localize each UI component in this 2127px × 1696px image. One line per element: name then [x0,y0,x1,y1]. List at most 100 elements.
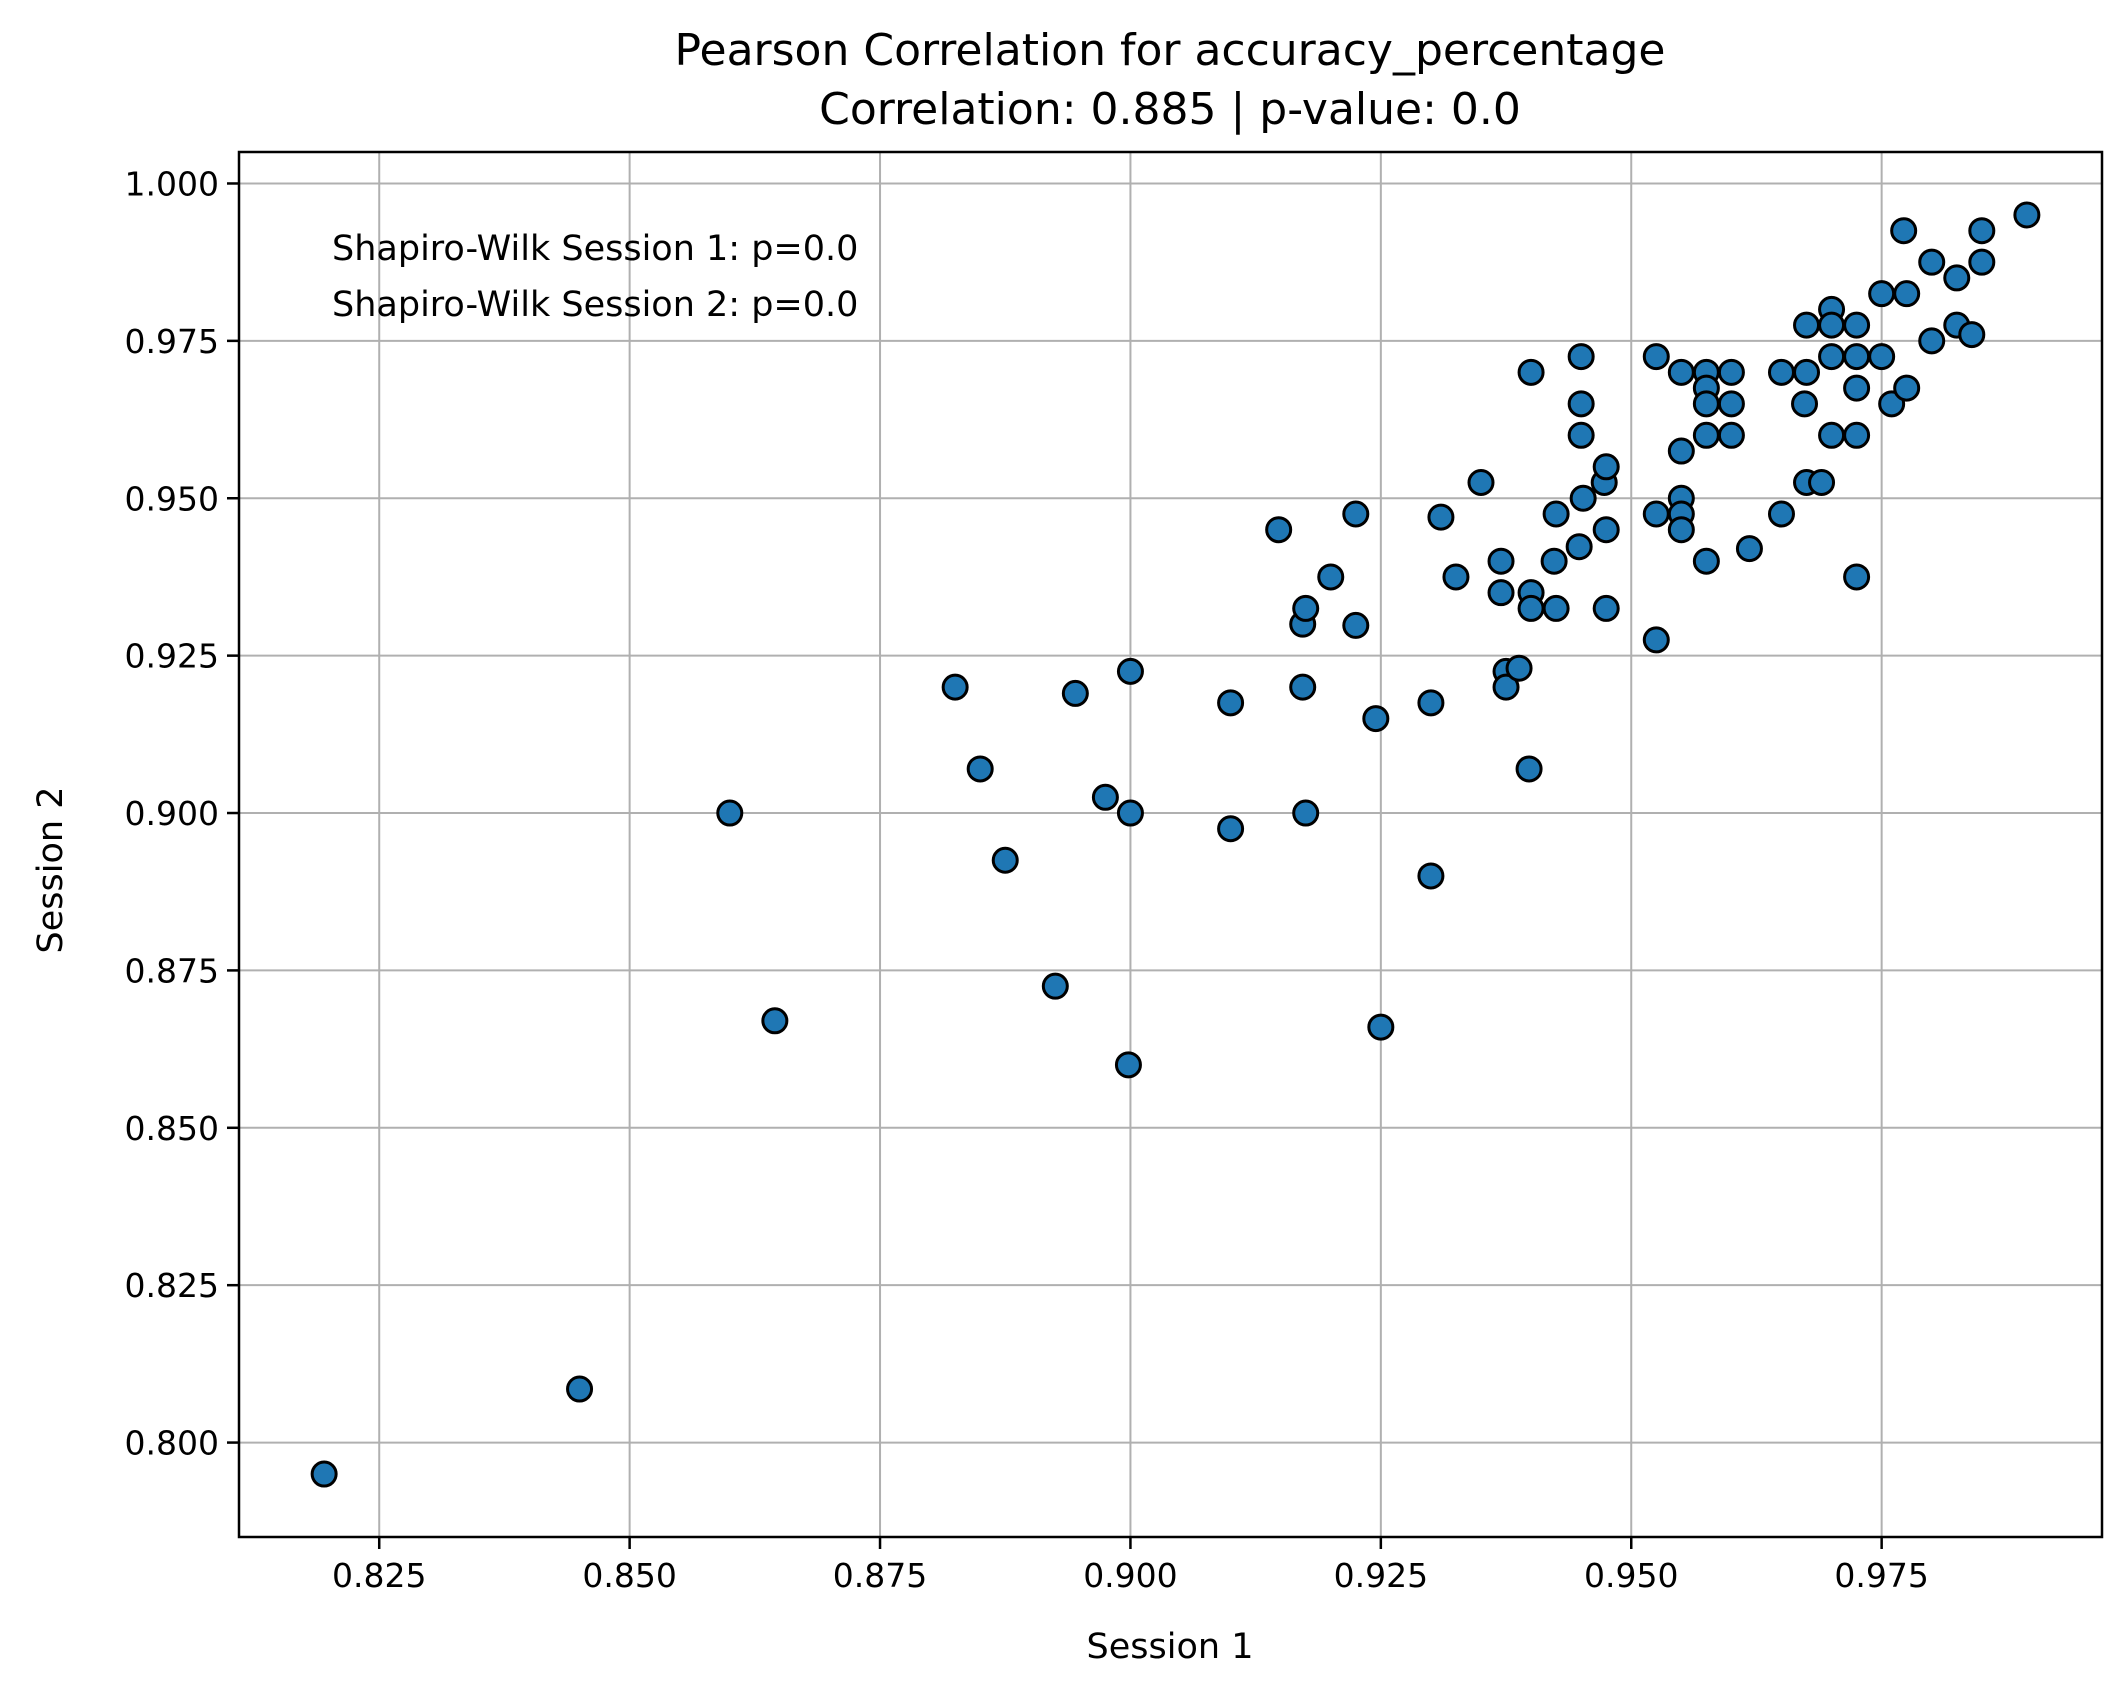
data-point [1114,1051,1142,1079]
data-point [1868,343,1896,371]
data-point [1540,547,1568,575]
data-point [1116,799,1144,827]
x-tick-label: 0.950 [1584,1556,1678,1595]
y-tick-label: 0.800 [125,1424,219,1463]
x-tick-label: 0.825 [332,1556,426,1595]
data-point [1717,421,1745,449]
data-point [2013,201,2041,229]
data-point [1692,421,1720,449]
data-point [1417,862,1445,890]
data-point [1417,689,1445,717]
data-point [1041,972,1069,1000]
data-point [1487,547,1515,575]
data-point [1467,469,1495,497]
data-point [1427,503,1455,531]
data-point [1592,594,1620,622]
shapiro-wilk-session1-note: Shapiro-Wilk Session 1: p=0.0 [332,229,858,269]
data-point [1968,248,1996,276]
data-point [310,1460,338,1488]
data-point [1567,343,1595,371]
data-point [1667,437,1695,465]
data-point [1217,815,1245,843]
data-point [1818,311,1846,339]
data-point [1542,500,1570,528]
x-axis-ticks: 0.825 0.850 0.875 0.900 0.925 0.950 0.975 [332,1537,1929,1595]
y-tick-label: 0.850 [125,1109,219,1148]
data-point [1692,390,1720,418]
data-point [1767,500,1795,528]
data-point [1893,374,1921,402]
y-axis-ticks: 0.800 0.825 0.850 0.875 0.900 0.925 0.950 0.975… [125,164,239,1463]
data-point [966,755,994,783]
data-point [1061,679,1089,707]
x-tick-label: 0.875 [833,1556,927,1595]
data-point [1442,563,1470,591]
y-tick-label: 0.875 [125,951,219,990]
y-axis-label: Session 2 [31,787,71,954]
data-point [1289,673,1317,701]
data-point [1317,563,1345,591]
data-point [1492,673,1520,701]
data-point [1717,358,1745,386]
data-point [1217,689,1245,717]
data-point [1342,500,1370,528]
data-point [1567,421,1595,449]
data-point [1116,657,1144,685]
chart-title-line1: Pearson Correlation for accuracy_percent… [675,25,1666,76]
data-point [1667,358,1695,386]
data-point [1517,594,1545,622]
data-point [1667,516,1695,544]
data-point [761,1007,789,1035]
data-point [1592,453,1620,481]
data-point [1968,217,1996,245]
data-point [1818,421,1846,449]
data-point [1367,1013,1395,1041]
data-point [1692,547,1720,575]
data-point [1943,264,1971,292]
data-point [1642,500,1670,528]
data-point [1918,248,1946,276]
data-point [1918,327,1946,355]
data-point [1868,280,1896,308]
data-point [1890,217,1918,245]
y-tick-label: 0.825 [125,1266,219,1305]
data-point [566,1375,594,1403]
data-point [1292,799,1320,827]
data-point [1292,594,1320,622]
y-tick-label: 0.950 [125,479,219,518]
y-tick-label: 0.925 [125,637,219,676]
x-tick-label: 0.975 [1834,1556,1928,1595]
data-point [1642,343,1670,371]
y-tick-label: 0.900 [125,794,219,833]
y-tick-label: 0.975 [125,322,219,361]
data-point [1717,390,1745,418]
data-point [1569,484,1597,512]
data-point [1808,469,1836,497]
data-point [1505,654,1533,682]
shapiro-wilk-session2-note: Shapiro-Wilk Session 2: p=0.0 [332,285,858,325]
data-point [991,846,1019,874]
data-point [1767,358,1795,386]
data-point [1565,533,1593,561]
data-point [1342,611,1370,639]
data-point [1793,311,1821,339]
data-point [1362,705,1390,733]
data-point [1735,535,1763,563]
data-point [1487,579,1515,607]
data-point [1843,311,1871,339]
x-tick-label: 0.900 [1083,1556,1177,1595]
data-point [1567,390,1595,418]
data-point [1843,374,1871,402]
data-point [1818,343,1846,371]
data-point [1958,321,1986,349]
x-tick-label: 0.925 [1334,1556,1428,1595]
plot-frame [237,150,2104,1539]
x-tick-label: 0.850 [582,1556,676,1595]
data-point [1642,626,1670,654]
data-point [1843,343,1871,371]
data-point [1793,358,1821,386]
data-point [941,673,969,701]
data-points [310,201,2041,1488]
